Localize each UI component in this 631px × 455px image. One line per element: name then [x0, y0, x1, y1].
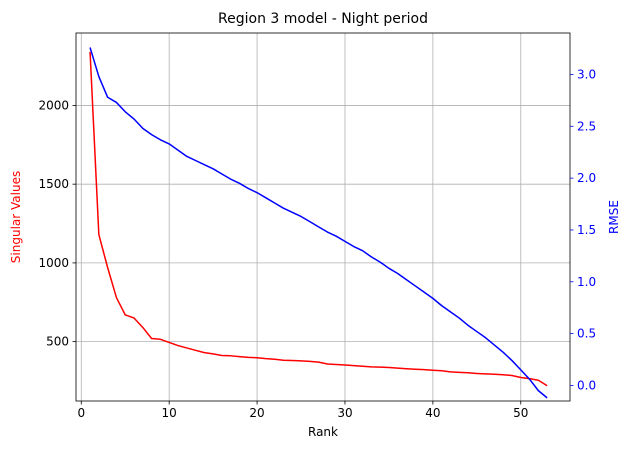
- right-y-tick-label: 2.0: [577, 171, 596, 185]
- right-y-tick-label: 0.5: [577, 327, 596, 341]
- series-line-singular-values: [89, 51, 548, 387]
- left-y-tick-label: 1000: [38, 256, 69, 270]
- left-y-tick-label: 2000: [38, 98, 69, 112]
- x-tick-label: 40: [425, 406, 440, 420]
- left-y-tick-label: 500: [46, 335, 69, 349]
- right-y-axis-title: RMSE: [607, 200, 621, 234]
- left-y-axis-ticks: 500 1000 1500 2000: [38, 98, 76, 349]
- right-y-tick-label: 0.0: [577, 378, 596, 392]
- right-y-tick-label: 1.5: [577, 223, 596, 237]
- left-y-axis-title: Singular Values: [9, 171, 23, 263]
- x-tick-label: 30: [337, 406, 352, 420]
- x-axis-ticks: 0 10 20 30 40 50: [77, 401, 528, 420]
- chart-title: Region 3 model - Night period: [218, 11, 428, 27]
- series-line-rmse: [89, 47, 548, 399]
- grid-lines: [76, 33, 570, 401]
- right-y-tick-label: 1.0: [577, 275, 596, 289]
- x-tick-label: 0: [77, 406, 85, 420]
- x-axis-title: Rank: [308, 425, 338, 439]
- left-y-tick-label: 1500: [38, 177, 69, 191]
- right-y-axis-ticks: 0.0 0.5 1.0 1.5 2.0 2.5 3.0: [570, 67, 596, 392]
- plot-frame: [75, 32, 571, 402]
- right-y-tick-label: 2.5: [577, 119, 596, 133]
- x-tick-label: 20: [249, 406, 264, 420]
- x-tick-label: 50: [513, 406, 528, 420]
- right-y-tick-label: 3.0: [577, 67, 596, 81]
- series-lines: [89, 47, 548, 399]
- x-tick-label: 10: [162, 406, 177, 420]
